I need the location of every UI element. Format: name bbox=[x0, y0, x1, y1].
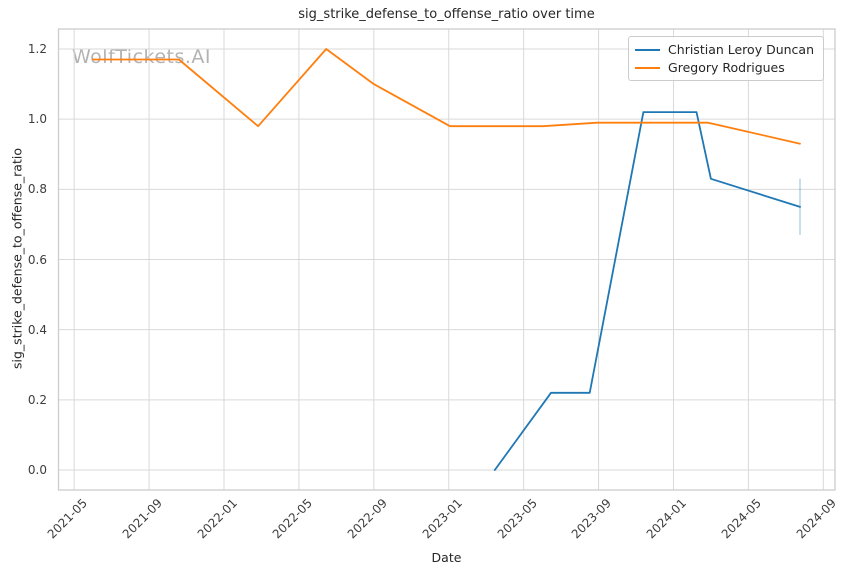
plot-border bbox=[57, 28, 836, 491]
chart-title: sig_strike_defense_to_offense_ratio over… bbox=[298, 7, 595, 22]
y-tick-label-1.2: 1.2 bbox=[27, 41, 47, 56]
legend-item-christian-leroy-duncan: Christian Leroy Duncan bbox=[635, 41, 814, 58]
y-tick-label-0.8: 0.8 bbox=[27, 182, 47, 197]
legend-line-swatch-orange bbox=[635, 66, 661, 69]
y-tick-label-1.0: 1.0 bbox=[27, 112, 47, 127]
y-tick-label-0.6: 0.6 bbox=[27, 252, 47, 267]
legend-item-gregory-rodrigues: Gregory Rodrigues bbox=[635, 59, 814, 76]
series-line-christian-leroy-duncan bbox=[493, 111, 801, 471]
legend-label: Gregory Rodrigues bbox=[668, 60, 785, 75]
legend: Christian Leroy Duncan Gregory Rodrigues bbox=[628, 36, 824, 81]
y-tick-label-0.4: 0.4 bbox=[27, 322, 47, 337]
y-tick-label-0.0: 0.0 bbox=[27, 463, 47, 477]
series-line-gregory-rodrigues bbox=[92, 48, 801, 145]
y-tick-label-0.2: 0.2 bbox=[27, 392, 47, 407]
legend-label: Christian Leroy Duncan bbox=[668, 42, 814, 57]
legend-line-swatch-blue bbox=[635, 48, 661, 51]
x-axis-label: Date bbox=[431, 550, 462, 565]
y-axis-label: sig_strike_defense_to_offense_ratio bbox=[9, 148, 25, 369]
watermark: WolfTickets.AI bbox=[72, 46, 212, 68]
